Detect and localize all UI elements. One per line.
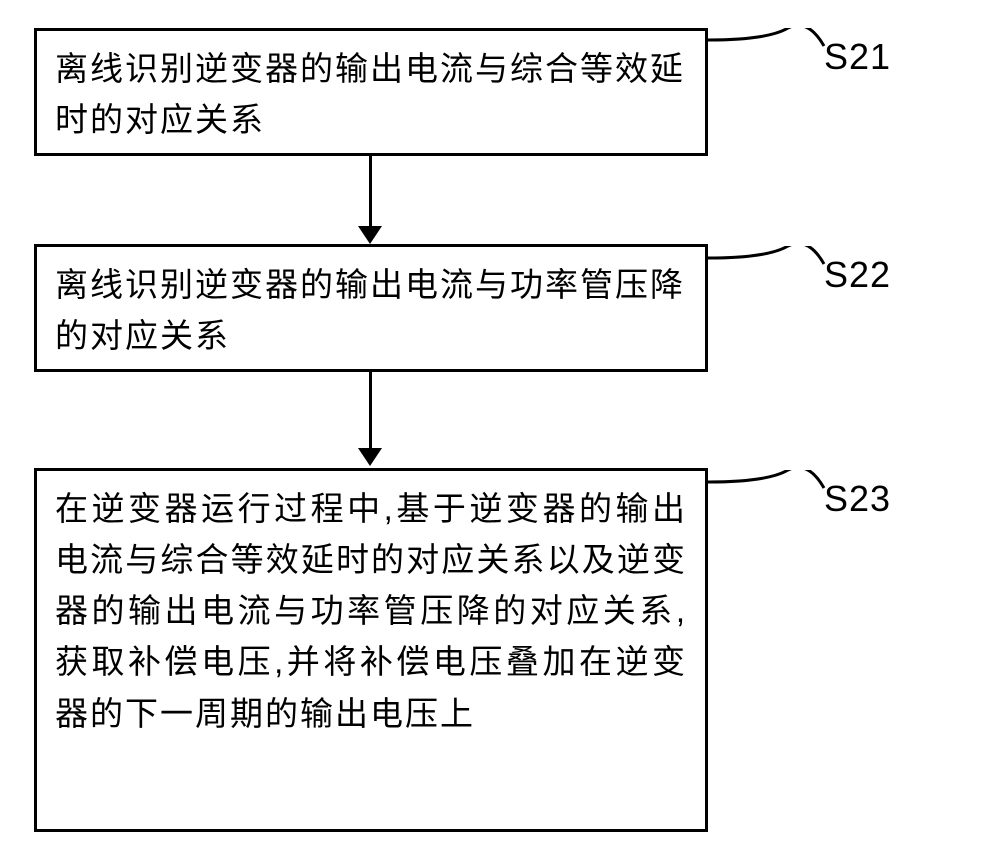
connector-curve-3 bbox=[708, 470, 828, 510]
step-3-label: S23 bbox=[824, 478, 891, 520]
flowchart-step-3: 在逆变器运行过程中,基于逆变器的输出电流与综合等效延时的对应关系以及逆变器的输出… bbox=[34, 468, 708, 832]
step-1-text: 离线识别逆变器的输出电流与综合等效延时的对应关系 bbox=[55, 43, 687, 145]
connector-curve-1 bbox=[708, 28, 828, 68]
arrow-1-head bbox=[358, 226, 382, 244]
step-2-label: S22 bbox=[824, 254, 891, 296]
flowchart-step-1: 离线识别逆变器的输出电流与综合等效延时的对应关系 bbox=[34, 28, 708, 156]
arrow-2-line bbox=[369, 372, 372, 450]
flowchart-container: 离线识别逆变器的输出电流与综合等效延时的对应关系 S21 离线识别逆变器的输出电… bbox=[0, 0, 1000, 864]
step-1-label: S21 bbox=[824, 36, 891, 78]
connector-curve-2 bbox=[708, 246, 828, 286]
arrow-2-head bbox=[358, 448, 382, 466]
step-2-text: 离线识别逆变器的输出电流与功率管压降的对应关系 bbox=[55, 259, 687, 361]
flowchart-step-2: 离线识别逆变器的输出电流与功率管压降的对应关系 bbox=[34, 244, 708, 372]
arrow-1-line bbox=[369, 156, 372, 228]
step-3-text: 在逆变器运行过程中,基于逆变器的输出电流与综合等效延时的对应关系以及逆变器的输出… bbox=[55, 483, 687, 739]
